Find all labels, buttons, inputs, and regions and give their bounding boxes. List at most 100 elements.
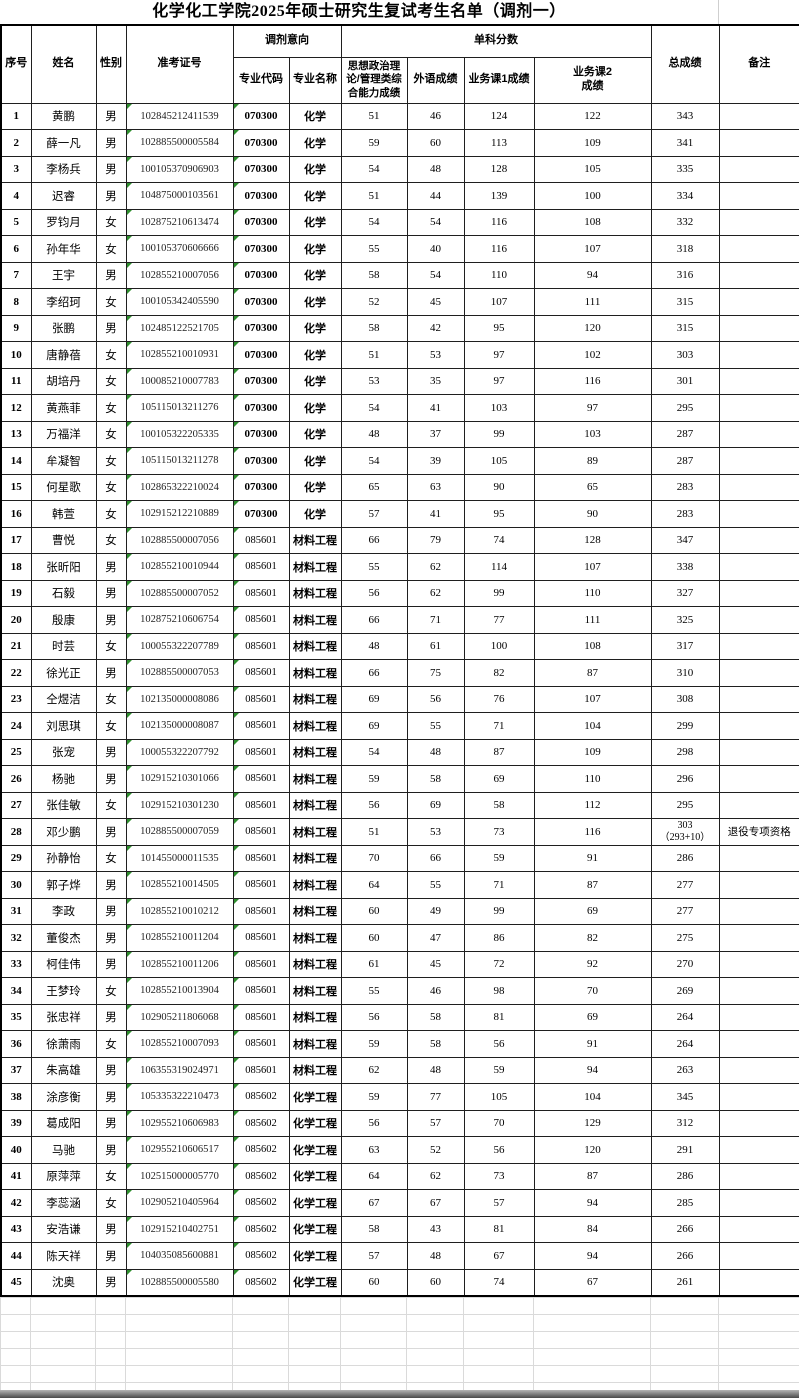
- green-corner-icon: [127, 872, 132, 877]
- cell-gender: 男: [95, 314, 127, 342]
- cell-major-code: 085602: [232, 1242, 290, 1270]
- cell-course2-score: 89: [533, 447, 652, 475]
- empty-cell: [232, 1364, 289, 1383]
- table-row: 6 孙年华女 100105370606666 070300 化学 55 40 116 107 31…: [0, 235, 799, 263]
- cell-ticket-number: 102865322210024: [125, 473, 234, 501]
- cell-major-name: 材料工程: [288, 1056, 342, 1084]
- cell-politics-score: 70: [340, 844, 408, 872]
- green-corner-icon: [127, 130, 132, 135]
- cell-course1-score: 90: [463, 473, 535, 501]
- green-corner-icon: [234, 713, 239, 718]
- green-corner-icon: [127, 156, 132, 162]
- empty-cell: [125, 1330, 233, 1349]
- green-corner-icon: [127, 819, 132, 824]
- cell-major-name: 化学: [288, 261, 342, 289]
- cell-foreign-language-score: 48: [406, 1056, 465, 1084]
- empty-grid: [0, 1296, 799, 1398]
- cell-course2-score: 70: [533, 977, 652, 1005]
- cell-foreign-language-score: 43: [406, 1215, 465, 1243]
- cell-index: 43: [0, 1215, 32, 1243]
- green-corner-icon: [234, 315, 239, 321]
- col-header-ticket-number: 准考证号: [125, 24, 234, 104]
- cell-gender: 女: [95, 685, 127, 713]
- green-corner-icon: [234, 474, 239, 480]
- cell-ticket-number: 100085210007783: [125, 367, 234, 395]
- cell-total-score: 269: [650, 977, 720, 1005]
- cell-major-name: 材料工程: [288, 871, 342, 899]
- cell-major-name: 化学工程: [288, 1083, 342, 1111]
- cell-remark: [718, 738, 799, 766]
- cell-major-name: 化学: [288, 288, 342, 316]
- green-corner-icon: [127, 103, 132, 109]
- table-row: 11 胡培丹女 100085210007783 070300 化学 53 35 97 116 30…: [0, 367, 799, 395]
- cell-ticket-number: 100105322205335: [125, 420, 234, 448]
- empty-grid-row: [0, 1364, 799, 1383]
- cell-index: 27: [0, 791, 32, 819]
- cell-foreign-language-score: 77: [406, 1083, 465, 1111]
- cell-course2-score: 120: [533, 1136, 652, 1164]
- empty-cell: [232, 1330, 289, 1349]
- cell-index: 33: [0, 950, 32, 978]
- green-corner-icon: [234, 209, 239, 215]
- cell-foreign-language-score: 47: [406, 924, 465, 952]
- cell-foreign-language-score: 52: [406, 1136, 465, 1164]
- green-corner-icon: [234, 395, 239, 400]
- cell-major-code: 085602: [232, 1162, 290, 1190]
- empty-cell: [30, 1330, 96, 1349]
- cell-ticket-number: 100055322207792: [125, 738, 234, 766]
- cell-index: 18: [0, 553, 32, 581]
- cell-major-code: 085601: [232, 712, 290, 740]
- cell-total-score: 270: [650, 950, 720, 978]
- cell-ticket-number: 102855210013904: [125, 977, 234, 1005]
- green-corner-icon: [127, 236, 132, 241]
- cell-index: 40: [0, 1136, 32, 1164]
- table-row: 17 曹悦女 102885500007056 085601 材料工程 66 79 74 128 3…: [0, 526, 799, 554]
- cell-ticket-number: 101455000011535: [125, 844, 234, 872]
- cell-foreign-language-score: 48: [406, 155, 465, 183]
- table-row: 30 郭子烨男 102855210014505 085601 材料工程 64 55 71 87 2…: [0, 871, 799, 899]
- cell-course1-score: 57: [463, 1189, 535, 1217]
- cell-gender: 女: [95, 1189, 127, 1217]
- cell-name: 涂彦衡: [30, 1083, 97, 1111]
- cell-politics-score: 51: [340, 818, 408, 846]
- table-row: 43 安浩谦男 102915210402751 085602 化学工程 58 43 81 84 2…: [0, 1215, 799, 1243]
- cell-total-score: 287: [650, 420, 720, 448]
- cell-total-score: 275: [650, 924, 720, 952]
- cell-course1-score: 81: [463, 1215, 535, 1243]
- cell-course2-score: 94: [533, 1056, 652, 1084]
- cell-ticket-number: 105115013211276: [125, 394, 234, 422]
- cell-total-score: 283: [650, 500, 720, 528]
- cell-major-name: 材料工程: [288, 606, 342, 634]
- cell-course1-score: 98: [463, 977, 535, 1005]
- cell-ticket-number: 105335322210473: [125, 1083, 234, 1111]
- cell-course1-score: 59: [463, 844, 535, 872]
- cell-index: 17: [0, 526, 32, 554]
- table-row: 26 杨驰男 102915210301066 085601 材料工程 59 58 69 110 2…: [0, 765, 799, 793]
- col-header-major-name: 专业名称: [288, 56, 342, 104]
- cell-total-score: 317: [650, 632, 720, 660]
- cell-remark: [718, 129, 799, 157]
- cell-ticket-number: 102915210301230: [125, 791, 234, 819]
- cell-name: 柯佳伟: [30, 950, 97, 978]
- green-corner-icon: [234, 183, 239, 188]
- empty-cell: [650, 1313, 719, 1332]
- cell-index: 22: [0, 659, 32, 687]
- cell-ticket-number: 102855210010212: [125, 897, 234, 925]
- cell-course1-score: 86: [463, 924, 535, 952]
- cell-course2-score: 116: [533, 818, 652, 846]
- green-corner-icon: [234, 421, 239, 427]
- cell-remark: [718, 208, 799, 236]
- empty-cell: [406, 1313, 464, 1332]
- cell-major-name: 化学工程: [288, 1109, 342, 1137]
- cell-major-code: 070300: [232, 208, 290, 236]
- cell-total-score: 318: [650, 235, 720, 263]
- cell-remark: [718, 553, 799, 581]
- cell-course1-score: 105: [463, 1083, 535, 1111]
- cell-name: 罗钧月: [30, 208, 97, 236]
- cell-name: 黄鹏: [30, 102, 97, 130]
- cell-politics-score: 52: [340, 288, 408, 316]
- cell-course1-score: 58: [463, 791, 535, 819]
- cell-total-score: 286: [650, 1162, 720, 1190]
- cell-major-code: 085601: [232, 659, 290, 687]
- cell-foreign-language-score: 48: [406, 738, 465, 766]
